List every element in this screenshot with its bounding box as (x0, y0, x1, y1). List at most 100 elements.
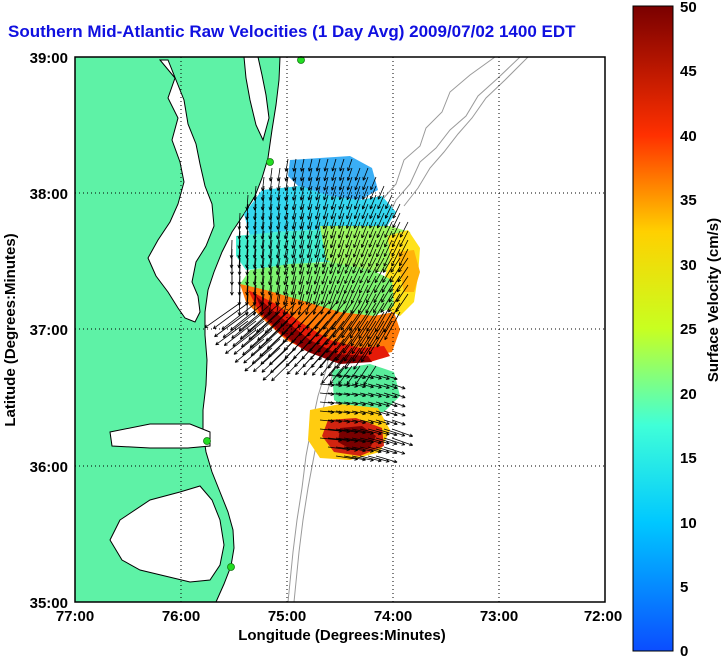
velocity-arrow (346, 194, 353, 210)
velocity-arrow (362, 185, 369, 200)
velocity-arrow (299, 185, 305, 201)
velocity-arrow (315, 176, 321, 191)
velocity-arrow (377, 203, 385, 219)
velocity-arrow (323, 176, 329, 191)
velocity-arrow (366, 275, 377, 294)
velocity-arrow (322, 239, 329, 259)
velocity-arrow (353, 230, 361, 248)
velocity-arrow (342, 320, 361, 346)
x-tick-label: 72:00 (584, 608, 622, 625)
velocity-arrow (307, 176, 313, 191)
velocity-arrow (384, 221, 393, 238)
velocity-arrow (361, 194, 369, 210)
velocity-arrow (337, 239, 345, 258)
y-tick-label: 36:00 (30, 459, 68, 476)
velocity-arrow (353, 212, 361, 229)
velocity-arrow (375, 257, 385, 274)
velocity-arrow (243, 338, 273, 364)
velocity-arrow (398, 248, 409, 267)
velocity-arrow (368, 239, 377, 258)
velocity-arrow (322, 203, 329, 220)
velocity-arrow (283, 275, 289, 296)
colorbar (632, 5, 674, 652)
colorbar-tick-label: 35 (680, 192, 697, 209)
velocity-arrow (367, 257, 377, 274)
grid-lines (75, 57, 605, 602)
velocity-arrow (367, 392, 382, 398)
velocity-arrow (328, 275, 337, 295)
velocity-arrow (339, 167, 345, 181)
velocity-arrow (291, 185, 297, 201)
x-tick-label: 77:00 (56, 608, 94, 625)
velocity-arrow (367, 446, 390, 454)
velocity-arrow (315, 158, 321, 172)
velocity-arrow (320, 356, 337, 377)
velocity-arrow (320, 284, 329, 305)
velocity-arrow (344, 257, 353, 274)
albemarle-sound (109, 423, 211, 449)
velocity-arrow (391, 410, 406, 417)
velocity-arrow (344, 266, 353, 284)
velocity-arrow (391, 437, 414, 447)
velocity-arrow (212, 302, 249, 330)
velocity-arrow (376, 239, 385, 258)
velocity-arrow (225, 329, 257, 355)
velocity-arrow (261, 347, 289, 373)
velocity-arrow (359, 410, 374, 416)
velocity-arrow (377, 194, 385, 210)
velocity-arrow (345, 239, 353, 258)
velocity-arrow (297, 293, 305, 316)
velocity-arrow (383, 419, 398, 426)
velocity-arrow (383, 401, 398, 408)
velocity-arrow (330, 185, 337, 201)
velocity-arrow (291, 194, 297, 211)
velocity-arrow (306, 221, 313, 239)
velocity-arrow (299, 221, 305, 240)
velocity-arrow (290, 275, 297, 296)
colorbar-tick-label: 20 (680, 386, 697, 403)
velocity-arrow (367, 410, 382, 416)
velocity-arrow (388, 284, 401, 303)
x-tick-label: 75:00 (268, 608, 306, 625)
velocity-arrow (300, 167, 305, 182)
station-marker (227, 563, 235, 571)
velocity-arrow (306, 257, 313, 275)
velocity-arrow (329, 239, 337, 258)
velocity-arrow (237, 293, 242, 316)
velocity-arrow (361, 212, 369, 229)
velocity-arrow (311, 356, 329, 376)
chesapeake-bay (147, 59, 215, 323)
colorbar-tick-label: 45 (680, 63, 697, 80)
velocity-arrow (384, 203, 393, 219)
colorbar-tick-label: 15 (680, 450, 697, 467)
velocity-arrow (374, 275, 385, 294)
colorbar-tick-label: 50 (680, 0, 697, 16)
velocity-arrow (339, 158, 345, 172)
velocity-arrow (338, 194, 345, 210)
velocity-arrow (336, 275, 345, 295)
velocity-arrow (331, 176, 337, 191)
velocity-arrow (359, 401, 374, 407)
velocity-arrow (291, 203, 297, 220)
velocity-arrow (353, 347, 369, 370)
velocity-arrow (353, 221, 361, 239)
velocity-arrow (313, 284, 321, 305)
velocity-arrow (385, 194, 393, 210)
plot-frame (74, 56, 606, 603)
velocity-arrow (375, 446, 398, 455)
velocity-arrow (354, 176, 361, 191)
velocity-arrow (352, 338, 369, 362)
velocity-arrows (204, 158, 414, 464)
velocity-arrow (330, 212, 337, 230)
velocity-arrow (321, 257, 329, 275)
station-marker (203, 437, 211, 445)
velocity-arrow (384, 311, 401, 341)
velocity-arrow (292, 167, 297, 182)
velocity-arrow (314, 257, 321, 275)
velocity-arrow (300, 158, 305, 172)
velocity-arrow (367, 383, 382, 389)
velocity-arrow (305, 293, 313, 315)
velocity-arrow (381, 284, 393, 303)
velocity-arrow (366, 284, 377, 304)
velocity-arrow (321, 248, 329, 268)
